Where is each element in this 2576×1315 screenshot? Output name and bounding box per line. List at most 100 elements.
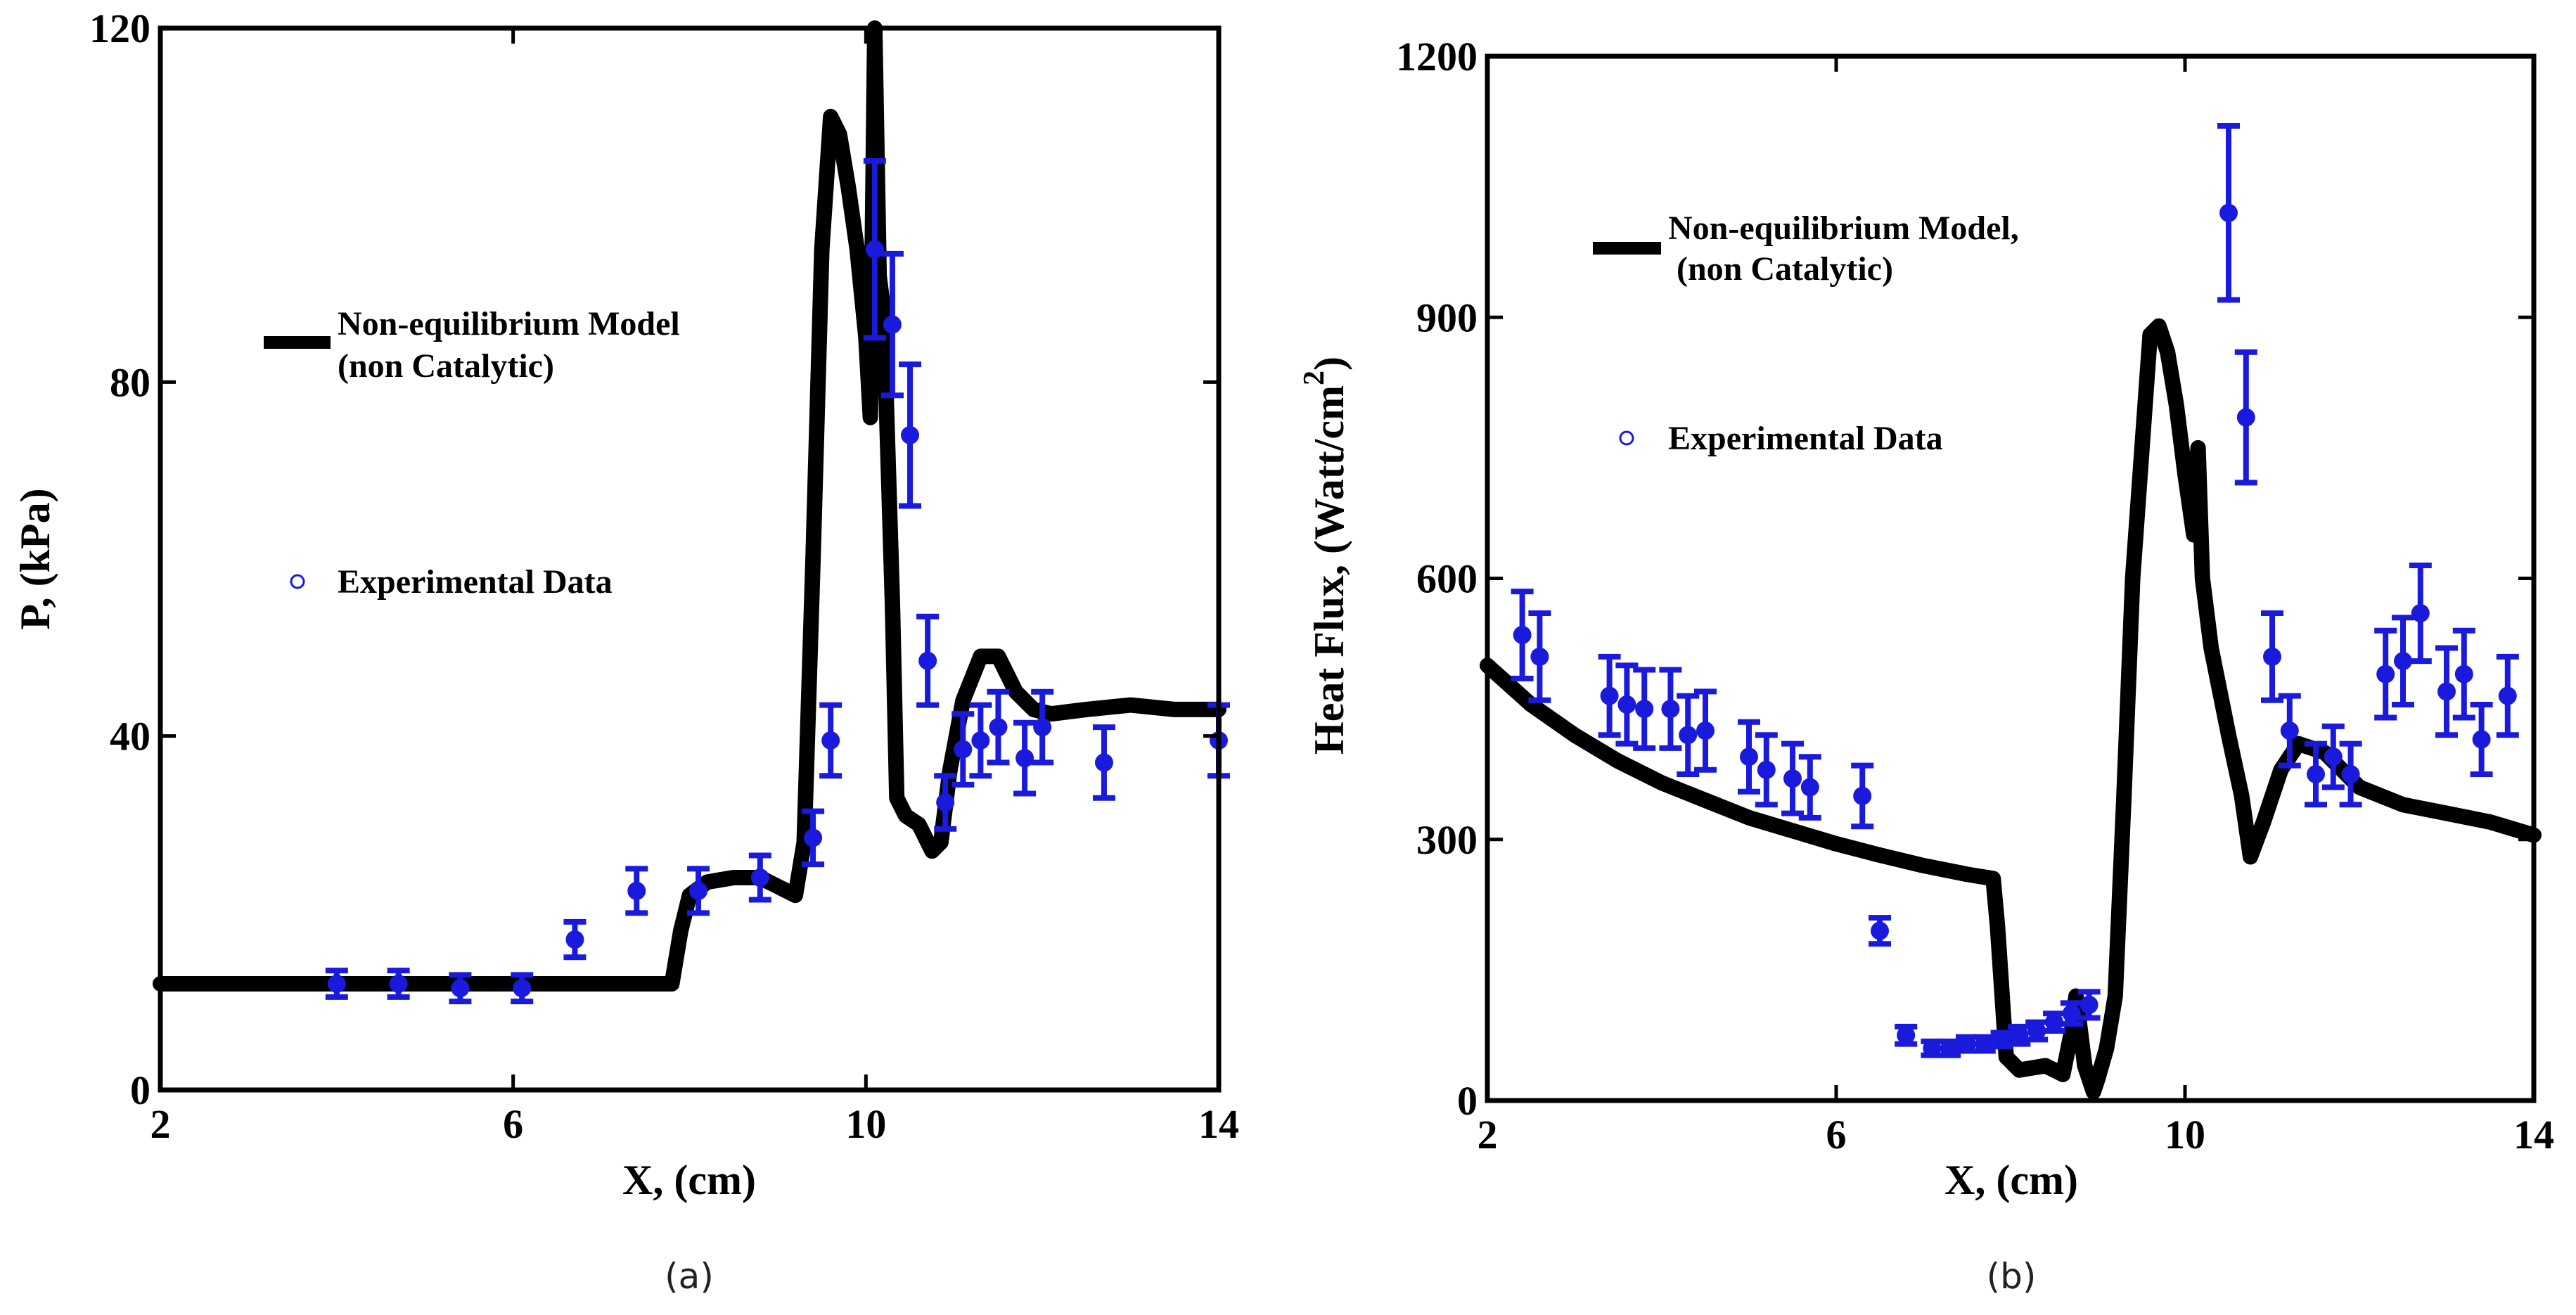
chart-b-y-tick-label: 900 [1416, 295, 1478, 340]
chart-b-data-marker [2394, 652, 2412, 671]
chart-b-data-point [1615, 662, 1639, 747]
chart-b-data-marker [1871, 921, 1889, 940]
chart-b-data-point [2339, 740, 2362, 808]
chart-a-data-point [748, 852, 771, 903]
chart-b-data-point [1869, 915, 1891, 947]
chart-b-data-point [2435, 645, 2458, 738]
chart-a-data-marker [1033, 718, 1052, 737]
chart-a-y-tick-label: 40 [110, 714, 150, 759]
chart-b-data-point [2043, 1011, 2065, 1034]
chart-b-x-axis-title: X, (cm) [1944, 1157, 2078, 1203]
chart-b-data-marker [1923, 1039, 1942, 1058]
chart-b-x-tick-label: 10 [2165, 1112, 2205, 1157]
chart-a-data-marker [971, 731, 990, 750]
chart-a-data-point [880, 250, 904, 399]
chart-b-data-marker [2010, 1026, 2029, 1045]
chart-b-data-marker [1679, 726, 1698, 745]
chart-a-data-point [819, 702, 842, 779]
chart-b-data-marker [2027, 1022, 2046, 1040]
chart-a-x-axis-title: X, (cm) [622, 1157, 756, 1203]
chart-a-plot-area: 2 6 10 14 0 40 80 120 [89, 6, 1239, 1147]
chart-a-caption: (a) [665, 1256, 714, 1297]
chart-a-data-marker [936, 793, 955, 812]
chart-b-data-marker [2437, 682, 2456, 701]
chart-b-data-marker [1958, 1034, 1976, 1053]
chart-b-data-marker [1513, 625, 1532, 644]
chart-b-data-marker [1696, 721, 1715, 740]
chart-a-data-point [325, 968, 348, 1000]
chart-b-legend-model-label-2: (non Catalytic) [1668, 250, 1893, 288]
chart-a-model-line [153, 20, 1226, 992]
chart-b-legend-model-label-1: Non-equilibrium Model, [1668, 210, 2019, 247]
chart-b-data-point [1895, 1023, 1918, 1047]
chart-b-data-marker [2080, 995, 2098, 1014]
chart-a-data-marker [901, 425, 920, 444]
chart-b-data-marker [2472, 730, 2491, 749]
chart-b-y-tick-label: 300 [1416, 817, 1478, 863]
chart-a-data-marker [804, 828, 823, 847]
chart-b-data-point [1798, 754, 1821, 821]
chart-b-data-marker [2219, 203, 2238, 222]
chart-a-data-marker [1094, 753, 1113, 772]
chart-b-legend: Non-equilibrium Model, (non Catalytic) E… [1593, 210, 2019, 457]
chart-b-data-marker [2062, 1004, 2081, 1023]
chart-a-data-marker [689, 881, 708, 900]
chart-b-data-point [1781, 740, 1804, 816]
chart-a-data-point [449, 972, 472, 1005]
chart-b-data-point [2278, 693, 2301, 769]
chart-a-data-marker [954, 740, 973, 759]
chart-a-x-tick-label: 2 [150, 1101, 171, 1147]
chart-b-data-point [2409, 562, 2432, 665]
chart-b-data-point [2025, 1019, 2049, 1043]
chart-b-data-point [1633, 667, 1656, 751]
chart-b-data-marker [2236, 408, 2255, 427]
chart-a-data-point [934, 773, 957, 832]
chart-a-data-point [1031, 688, 1054, 766]
chart-a-data-point [916, 613, 940, 708]
chart-b-data-point [1694, 688, 1717, 773]
chart-a-data-marker [883, 315, 902, 334]
chart-b-data-marker [1992, 1030, 2011, 1049]
chart-a-data-point [863, 158, 886, 341]
chart-b-ticks: 2 6 10 14 0 300 600 900 1200 [1396, 34, 2554, 1157]
chart-b-data-marker [1661, 700, 1680, 719]
chart-b-data-marker [1617, 695, 1636, 714]
chart-b-data-marker [2498, 686, 2517, 705]
chart-b-data-marker [2341, 764, 2360, 783]
chart-a-data-marker [1015, 749, 1034, 768]
chart-b-data-marker [2280, 721, 2299, 740]
chart-b-data-point [2217, 123, 2240, 303]
chart-b-data-point [1677, 693, 1700, 777]
chart-b-data-marker [1740, 748, 1758, 766]
chart-a-y-tick-label: 80 [110, 359, 150, 405]
chart-b-y-axis-title: Heat Flux, (Watt/cm2) [1298, 357, 1352, 755]
chart-b-series [1480, 123, 2542, 1100]
chart-b-data-marker [1757, 760, 1776, 779]
chart-b-data-point [2452, 627, 2475, 721]
chart-b-data-point [2470, 701, 2493, 777]
chart-b-y-tick-label: 0 [1457, 1078, 1478, 1124]
chart-b-caption: (b) [1987, 1256, 2037, 1297]
chart-a-x-tick-label: 14 [1198, 1101, 1239, 1147]
chart-a-data-marker [627, 881, 646, 900]
chart-b-legend-exp-swatch [1619, 430, 1634, 446]
chart-b-data-point [1511, 589, 1534, 681]
chart-a-data-marker [451, 979, 470, 998]
chart-b-data-point [1659, 667, 1682, 751]
chart-a-x-tick-label: 6 [503, 1101, 523, 1147]
chart-b-data-marker [1600, 686, 1619, 705]
chart-b-data-point [1738, 719, 1760, 795]
chart-a-legend-model-label-2: (non Catalytic) [338, 347, 554, 385]
chart-b-data-point [2060, 1000, 2083, 1027]
chart-a-legend-exp-swatch [290, 574, 305, 589]
chart-a-data-point [625, 866, 648, 916]
chart-b-data-point [1938, 1038, 1961, 1058]
chart-b-data-point [1528, 610, 1551, 703]
chart-a-legend: Non-equilibrium Model (non Catalytic) Ex… [264, 305, 680, 601]
chart-b-data-point [1851, 762, 1874, 830]
chart-a-ticks: 2 6 10 14 0 40 80 120 [89, 6, 1239, 1147]
chart-b-y-axis-title-main: Heat Flux, (Watt/cm [1306, 385, 1352, 755]
chart-b-x-tick-label: 6 [1826, 1112, 1847, 1157]
chart-a-data-point [969, 702, 992, 779]
chart-a-data-point [387, 968, 410, 1000]
